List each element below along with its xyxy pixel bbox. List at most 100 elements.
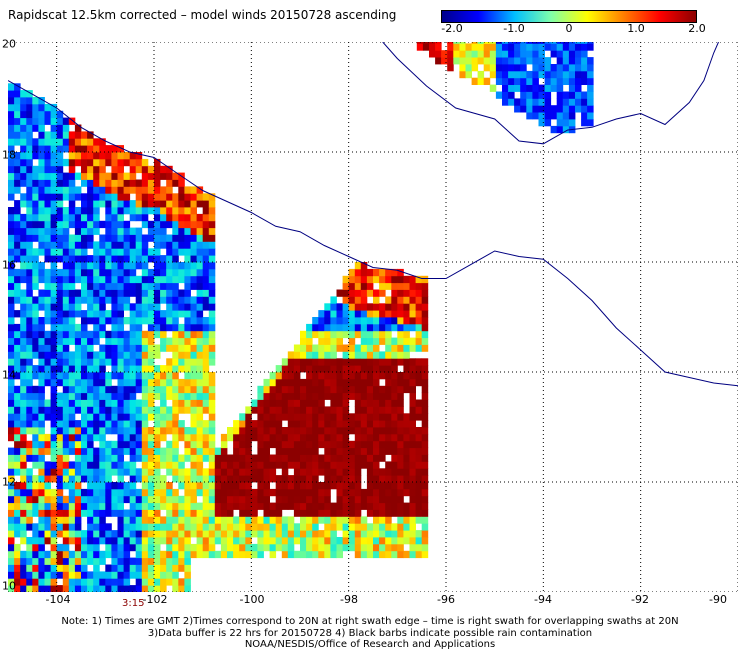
wind-cell	[508, 43, 515, 51]
wind-cell	[38, 172, 45, 180]
wind-cell	[93, 255, 100, 263]
wind-cell	[385, 475, 392, 483]
wind-cell	[74, 351, 82, 359]
wind-cell	[281, 399, 289, 407]
wind-cell	[190, 461, 197, 469]
wind-cell	[32, 172, 39, 180]
wind-cell	[62, 509, 70, 517]
wind-cell	[184, 358, 191, 366]
wind-cell	[184, 543, 191, 552]
wind-cell	[147, 268, 155, 277]
wind-cell	[129, 461, 137, 469]
wind-cell	[397, 289, 404, 297]
wind-cell	[409, 406, 416, 414]
wind-cell	[300, 454, 307, 462]
wind-cell	[117, 351, 124, 359]
wind-cell	[178, 365, 185, 373]
wind-cell	[330, 317, 337, 325]
wind-cell	[483, 50, 491, 58]
wind-cell	[160, 482, 167, 490]
wind-cell	[129, 152, 137, 160]
wind-cell	[68, 427, 76, 435]
wind-cell	[141, 165, 149, 174]
wind-cell	[8, 186, 15, 194]
wind-cell	[190, 186, 197, 194]
wind-cell	[190, 248, 197, 256]
wind-cell	[81, 475, 88, 483]
wind-cell	[360, 303, 368, 311]
wind-cell	[239, 537, 246, 545]
wind-cell	[257, 543, 264, 552]
wind-cell	[239, 468, 246, 476]
wind-cell	[366, 468, 374, 476]
wind-cell	[184, 268, 191, 277]
wind-cell	[20, 193, 27, 201]
wind-cell	[373, 454, 380, 462]
wind-cell	[20, 145, 27, 153]
wind-cell	[14, 372, 21, 380]
wind-cell	[141, 440, 149, 449]
wind-cell	[190, 337, 197, 345]
wind-cell	[14, 543, 21, 552]
wind-cell	[324, 406, 331, 414]
wind-cell	[154, 461, 161, 469]
wind-cell	[141, 351, 149, 359]
wind-cell	[81, 262, 88, 270]
wind-cell	[38, 296, 45, 304]
wind-cell	[312, 447, 319, 455]
wind-cell	[391, 502, 398, 510]
wind-cell	[154, 234, 161, 242]
wind-cell	[26, 564, 33, 572]
wind-cell	[20, 530, 27, 538]
wind-cell	[8, 145, 15, 153]
wind-cell	[366, 372, 374, 380]
wind-cell	[184, 482, 191, 490]
wind-cell	[220, 509, 228, 517]
wind-cell	[147, 537, 155, 545]
wind-cell	[257, 475, 264, 483]
wind-cell	[160, 275, 167, 284]
wind-cell	[379, 413, 386, 421]
wind-cell	[56, 179, 64, 187]
wind-cell	[62, 330, 70, 339]
wind-cell	[391, 488, 398, 497]
wind-cell	[99, 447, 106, 455]
wind-cell	[318, 427, 325, 435]
wind-cell	[56, 488, 64, 497]
wind-cell	[366, 282, 374, 290]
wind-cell	[391, 399, 398, 407]
wind-cell	[99, 413, 106, 421]
wind-cell	[379, 351, 386, 359]
wind-cell	[62, 303, 70, 311]
wind-cell	[354, 289, 362, 297]
wind-cell	[287, 482, 295, 490]
wind-cell	[245, 530, 252, 538]
wind-cell	[111, 420, 118, 428]
wind-cell	[178, 509, 185, 517]
wind-cell	[44, 117, 51, 125]
wind-cell	[135, 571, 143, 579]
wind-cell	[8, 172, 15, 180]
wind-cell	[154, 317, 161, 325]
wind-cell	[123, 523, 131, 531]
wind-cell	[587, 70, 594, 79]
wind-cell	[324, 502, 331, 510]
wind-cell	[336, 289, 343, 297]
wind-cell	[62, 427, 70, 435]
wind-cell	[160, 310, 167, 318]
wind-cell	[318, 550, 325, 559]
wind-cell	[379, 447, 386, 455]
wind-cell	[379, 427, 386, 435]
wind-cell	[233, 482, 240, 490]
wind-cell	[74, 530, 82, 538]
wind-cell	[135, 200, 143, 208]
wind-cell	[135, 158, 143, 167]
wind-cell	[421, 378, 429, 387]
wind-cell	[306, 351, 313, 359]
wind-cell	[50, 317, 58, 325]
wind-cell	[32, 399, 39, 407]
wind-cell	[385, 482, 392, 490]
wind-cell	[409, 509, 416, 517]
wind-cell	[8, 543, 15, 552]
wind-cell	[373, 303, 380, 311]
